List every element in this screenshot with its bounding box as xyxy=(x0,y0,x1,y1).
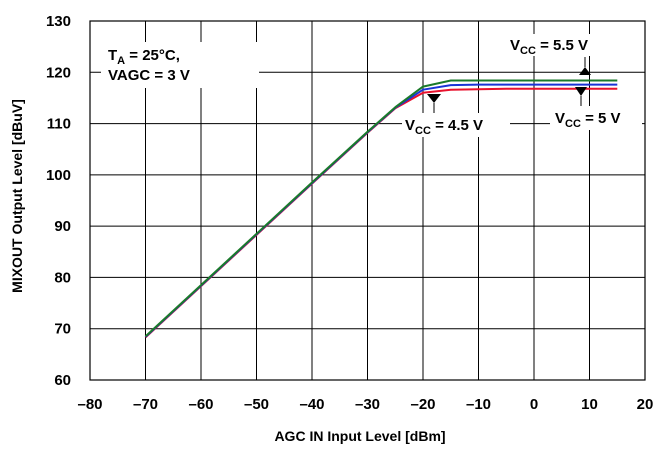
x-tick-label: –80 xyxy=(77,396,102,413)
arrow-vcc45-head xyxy=(427,94,441,103)
label-vcc45: VCC = 4.5 V xyxy=(405,117,483,137)
x-tick-label: –10 xyxy=(466,396,491,413)
y-tick-label: 60 xyxy=(54,372,71,389)
label-vcc55: VCC = 5.5 V xyxy=(510,37,588,57)
arrow-vcc55-head xyxy=(579,67,591,75)
y-tick-label: 130 xyxy=(46,13,71,30)
conditions-ta: TA = 25°C, xyxy=(108,47,180,67)
y-axis-title: MIXOUT Output Level [dBuV] xyxy=(9,99,25,293)
x-tick-label: –70 xyxy=(133,396,158,413)
x-tick-label: 0 xyxy=(530,396,538,413)
x-tick-label: –20 xyxy=(410,396,435,413)
conditions-vagc: VAGC = 3 V xyxy=(108,67,190,84)
label-vcc55-bg xyxy=(506,34,614,56)
series-line-vcc45 xyxy=(144,87,618,339)
label-vcc5: VCC = 5 V xyxy=(555,110,621,130)
y-tick-label: 110 xyxy=(47,116,71,133)
x-tick-label: –50 xyxy=(244,396,269,413)
x-tick-labels: –80 –70 –60 –50 –40 –30 –20 –10 0 10 20 xyxy=(77,396,653,413)
y-tick-label: 100 xyxy=(46,167,71,184)
label-vcc5-bg xyxy=(550,106,642,130)
x-tick-label: –30 xyxy=(355,396,380,413)
x-axis-title: AGC IN Input Level [dBm] xyxy=(274,428,445,444)
conditions-box xyxy=(101,42,259,88)
y-tick-label: 120 xyxy=(46,64,71,81)
plot-frame xyxy=(89,20,646,381)
series-line-vcc55 xyxy=(144,79,618,338)
series-group xyxy=(144,79,618,339)
x-tick-label: 20 xyxy=(637,396,654,413)
series-line-vcc5 xyxy=(144,83,618,338)
x-tick-label: 10 xyxy=(581,396,598,413)
x-tick-label: –40 xyxy=(299,396,324,413)
y-tick-label: 80 xyxy=(54,269,71,286)
y-tick-labels: 60 70 80 90 100 110 120 130 xyxy=(46,13,71,389)
arrow-vcc5-head xyxy=(575,87,587,96)
x-tick-label: –60 xyxy=(188,396,213,413)
y-tick-label: 70 xyxy=(54,321,71,338)
label-vcc45-bg xyxy=(402,113,510,137)
y-tick-label: 90 xyxy=(54,218,71,235)
